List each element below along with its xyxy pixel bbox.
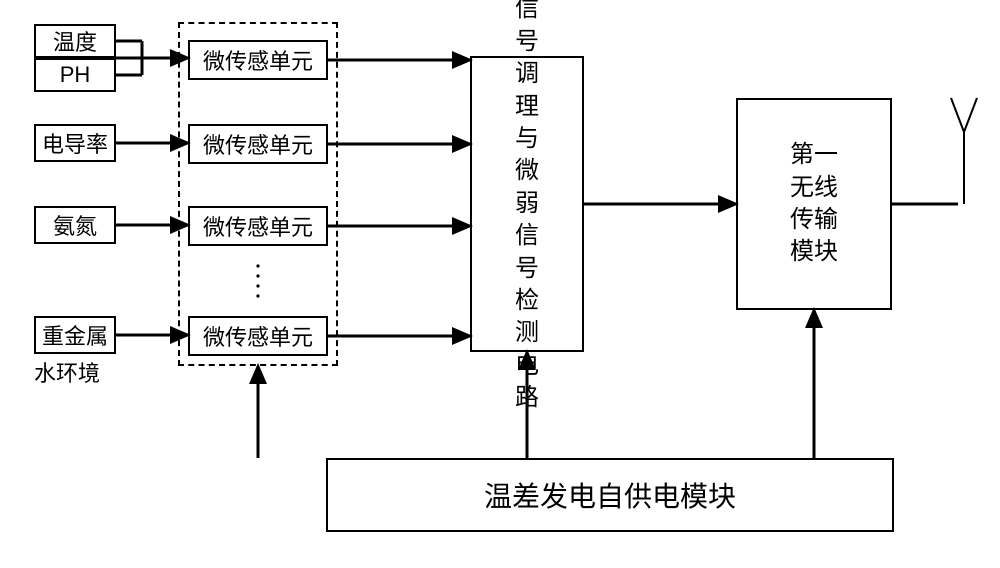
env-temperature: 温度 bbox=[34, 24, 116, 58]
env-temperature-label: 温度 bbox=[53, 25, 97, 57]
sensor-unit-3: 微传感单元 bbox=[188, 206, 328, 246]
sensor-unit-1-label: 微传感单元 bbox=[203, 44, 313, 76]
env-ph: PH bbox=[34, 58, 116, 92]
env-conductivity-label: 电导率 bbox=[42, 127, 108, 159]
env-ammonia-label: 氨氮 bbox=[53, 209, 97, 241]
water-environment-label: 水环境 bbox=[34, 356, 100, 388]
env-ph-label: PH bbox=[60, 62, 91, 88]
env-heavy-metal: 重金属 bbox=[34, 316, 116, 354]
sensor-unit-2: 微传感单元 bbox=[188, 124, 328, 164]
env-conductivity: 电导率 bbox=[34, 124, 116, 162]
water-environment-text: 水环境 bbox=[34, 361, 100, 386]
env-heavy-metal-label: 重金属 bbox=[42, 319, 108, 351]
sensor-unit-3-label: 微传感单元 bbox=[203, 210, 313, 242]
signal-conditioning-label: 信号调理与微弱信号检测电路 bbox=[513, 0, 542, 415]
sensor-unit-2-label: 微传感单元 bbox=[203, 128, 313, 160]
wireless-module-label: 第一无线传输模块 bbox=[785, 139, 843, 269]
signal-conditioning-block: 信号调理与微弱信号检测电路 bbox=[470, 56, 584, 352]
power-module-block: 温差发电自供电模块 bbox=[326, 458, 894, 532]
env-ammonia: 氨氮 bbox=[34, 206, 116, 244]
sensor-unit-4-label: 微传感单元 bbox=[203, 320, 313, 352]
power-module-label: 温差发电自供电模块 bbox=[484, 475, 736, 515]
sensor-unit-1: 微传感单元 bbox=[188, 40, 328, 80]
wireless-module-block: 第一无线传输模块 bbox=[736, 98, 892, 310]
sensor-unit-4: 微传感单元 bbox=[188, 316, 328, 356]
